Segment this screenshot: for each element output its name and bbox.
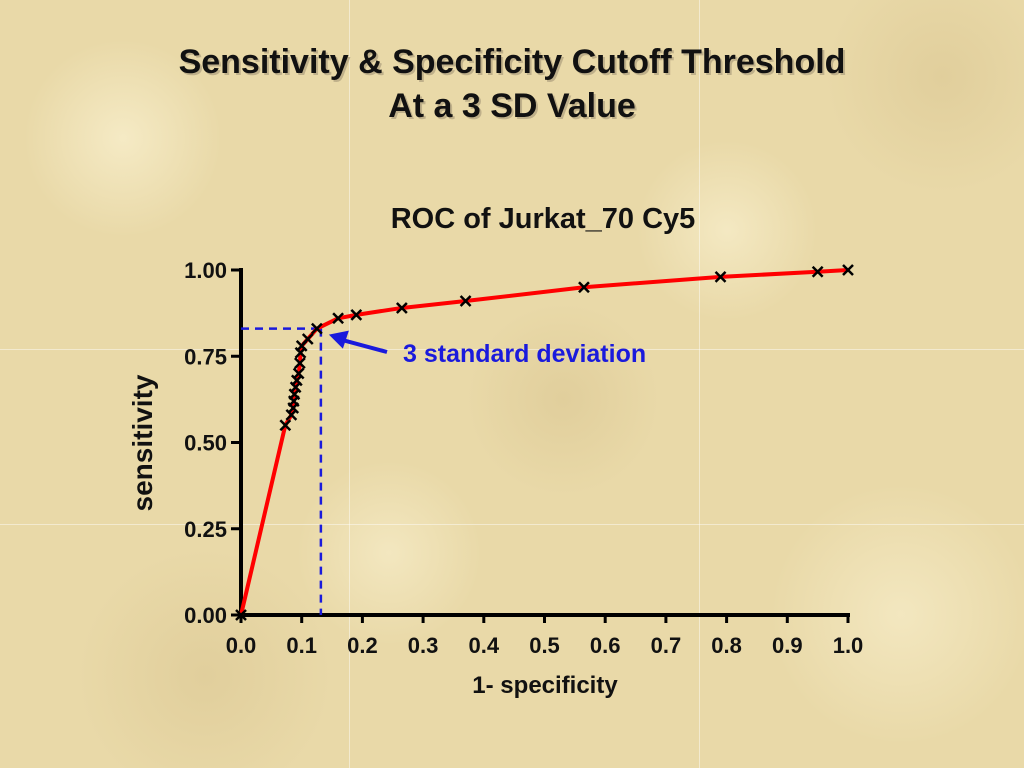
roc-data-point	[279, 419, 292, 432]
slide-title: Sensitivity & Specificity Cutoff Thresho…	[0, 40, 1024, 128]
roc-curve-line	[239, 268, 849, 616]
roc-point-mark	[578, 281, 590, 294]
annotation-label: 3 standard deviation	[403, 340, 646, 368]
y-tick-label: 1.00	[184, 258, 227, 283]
roc-data-point	[292, 367, 305, 380]
x-tick-label: 0.3	[408, 633, 439, 658]
annotation-arrow-shaft	[344, 338, 388, 354]
y-tick-label: 0.75	[184, 344, 227, 369]
roc-point-mark	[811, 265, 824, 278]
x-tick-label: 0.6	[590, 633, 621, 658]
annotation-arrow-head	[328, 330, 349, 349]
chart-axes: 0.0 0.1 0.2 0.3 0.4 0.5 0.6 0.7 0.8 0.9 1.0 0.00 0.2…	[184, 258, 863, 658]
x-tick-label: 0.5	[529, 633, 560, 658]
roc-point-mark	[301, 333, 314, 345]
roc-point-mark	[459, 295, 472, 307]
roc-data-point	[235, 609, 247, 621]
x-tick-label: 0.4	[469, 633, 500, 658]
x-tick-label: 1.0	[833, 633, 864, 658]
roc-point-mark	[292, 367, 305, 380]
roc-point-mark	[279, 419, 292, 432]
x-tick-label: 0.0	[226, 633, 257, 658]
roc-data-point	[332, 312, 345, 325]
roc-point-mark	[310, 322, 323, 335]
x-tick-label: 0.1	[286, 633, 317, 658]
background-tile-seam	[0, 524, 1024, 525]
x-tick-label: 0.7	[651, 633, 682, 658]
roc-data-point	[301, 333, 314, 345]
threshold-annotation: 3 standard deviation	[328, 330, 646, 368]
roc-point-mark	[285, 409, 298, 421]
roc-data-point	[811, 265, 824, 278]
roc-point-mark	[842, 264, 854, 276]
roc-point-mark	[293, 357, 306, 370]
chart-title: ROC of Jurkat_70 Cy5	[391, 203, 696, 235]
roc-series	[235, 264, 854, 621]
background-tile-seam	[349, 0, 350, 768]
x-tick-label: 0.2	[347, 633, 378, 658]
roc-point-mark	[714, 271, 727, 283]
roc-data-point	[395, 302, 408, 314]
y-axis-label: sensitivity	[127, 374, 158, 511]
roc-data-point	[714, 271, 727, 283]
roc-data-point	[293, 357, 306, 370]
roc-data-point	[459, 295, 472, 307]
roc-point-mark	[395, 302, 408, 314]
roc-point-mark	[332, 312, 345, 325]
roc-point-mark	[350, 308, 363, 321]
background-tile-seam	[0, 349, 1024, 350]
x-tick-label: 0.8	[711, 633, 742, 658]
background-tile-seam	[699, 0, 700, 768]
threshold-guides	[241, 327, 323, 615]
roc-data-point	[350, 308, 363, 321]
roc-point-mark	[290, 374, 303, 387]
x-axis-label: 1- specificity	[472, 672, 618, 699]
roc-data-point	[578, 281, 590, 294]
roc-data-point	[310, 322, 323, 335]
slide-title-line-1: Sensitivity & Specificity Cutoff Thresho…	[178, 43, 846, 81]
slide-title-line-2: At a 3 SD Value	[388, 87, 636, 125]
y-tick-label: 0.00	[184, 603, 227, 628]
roc-data-point	[842, 264, 854, 276]
roc-point-mark	[235, 609, 247, 621]
y-tick-label: 0.50	[184, 431, 227, 456]
x-tick-label: 0.9	[772, 633, 803, 658]
y-tick-label: 0.25	[184, 517, 227, 542]
